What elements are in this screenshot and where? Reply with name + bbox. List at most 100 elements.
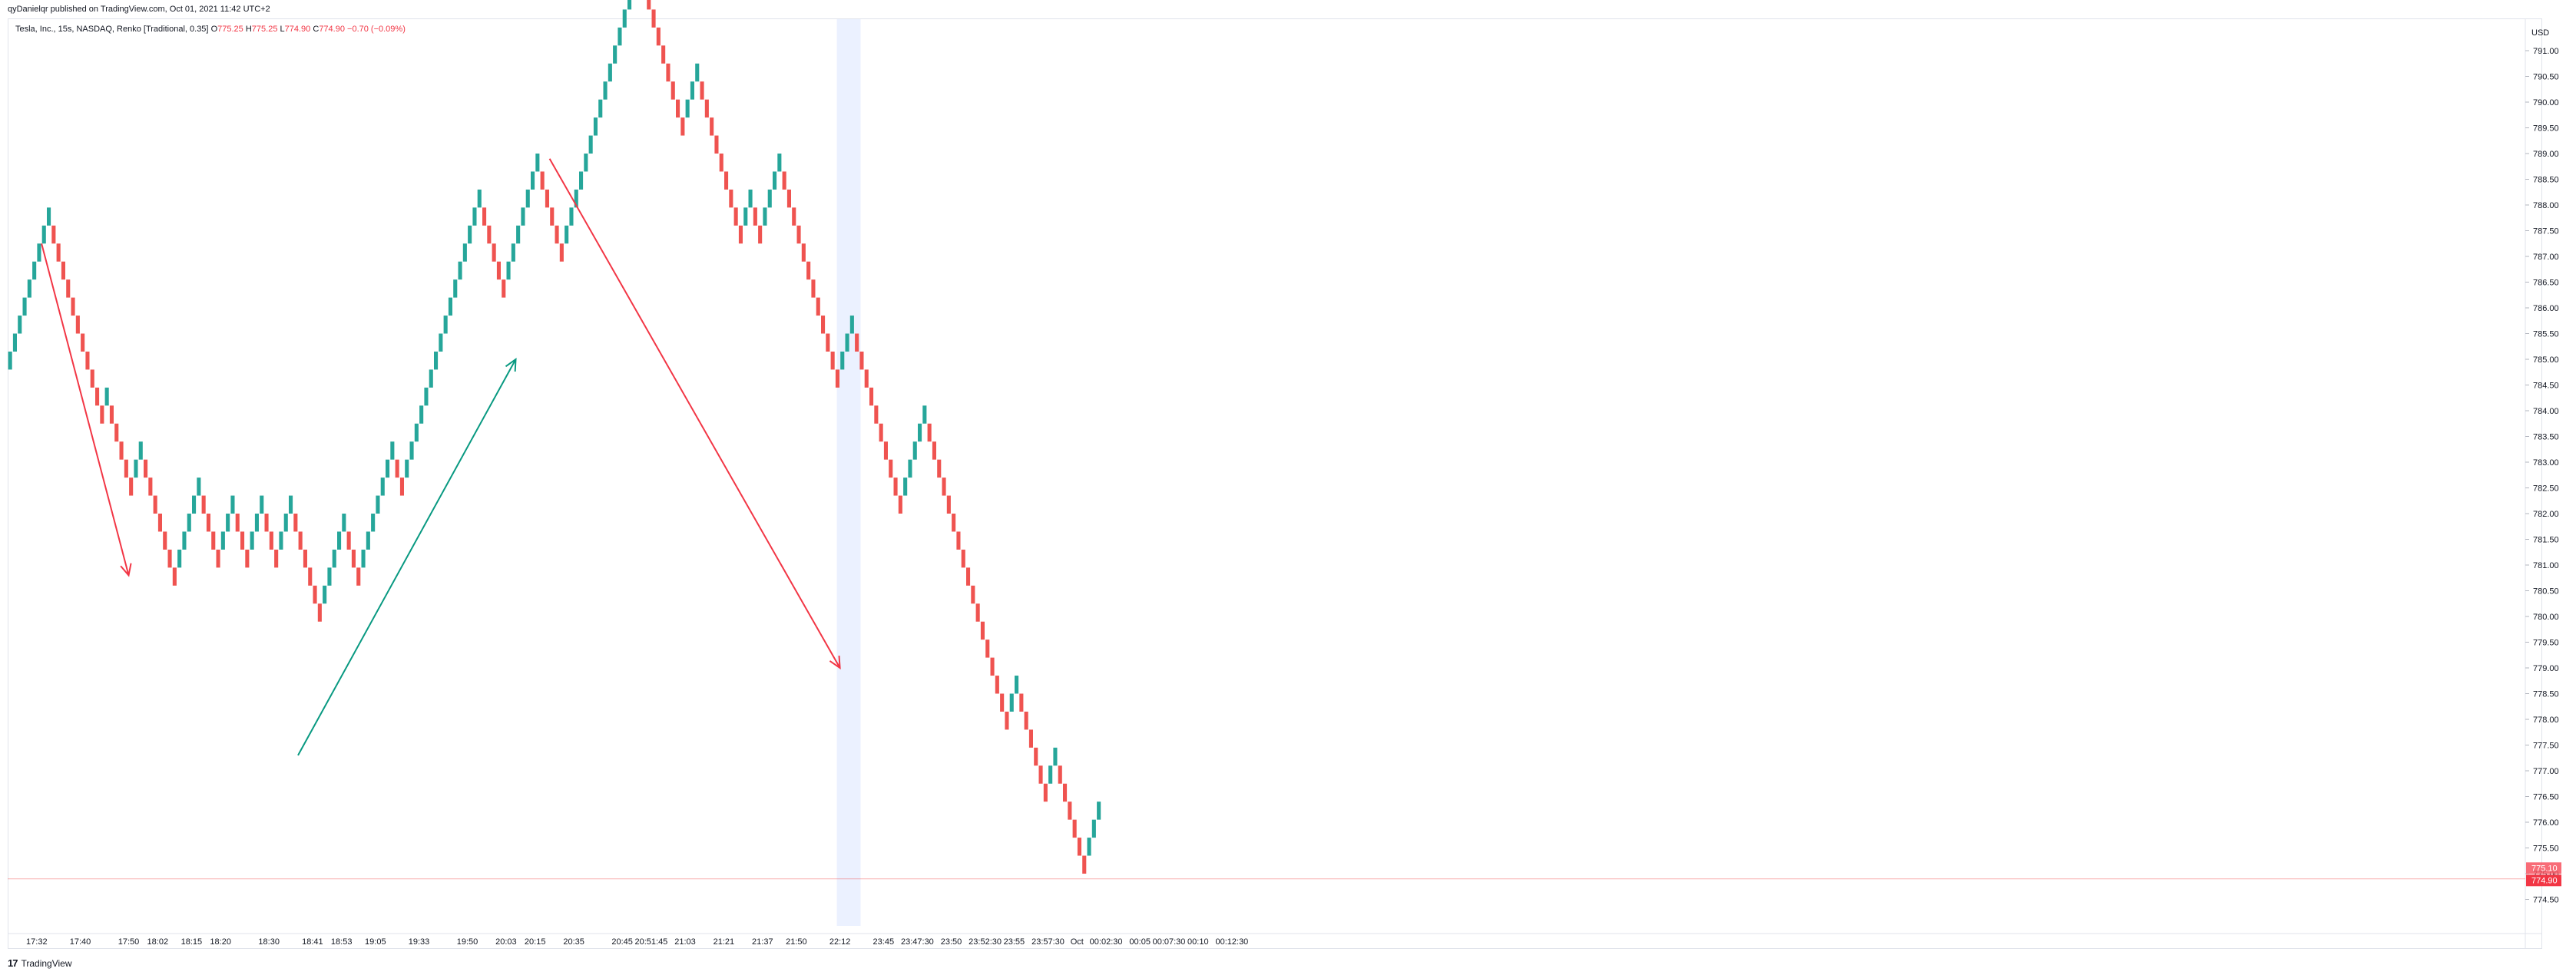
renko-brick-up bbox=[767, 189, 772, 208]
renko-brick-down bbox=[66, 279, 71, 298]
tradingview-logo[interactable]: 17 TradingView bbox=[8, 957, 72, 969]
renko-brick-down bbox=[1034, 747, 1038, 766]
y-tick-label: 784.00 bbox=[2533, 407, 2559, 416]
renko-brick-up bbox=[414, 423, 419, 442]
renko-brick-up bbox=[134, 459, 138, 478]
ohlc-legend: Tesla, Inc., 15s, NASDAQ, Renko [Traditi… bbox=[15, 25, 406, 34]
renko-brick-up bbox=[230, 495, 235, 514]
renko-brick-up bbox=[443, 316, 448, 334]
renko-brick-up bbox=[192, 495, 197, 514]
renko-brick-down bbox=[806, 261, 811, 280]
renko-brick-down bbox=[346, 531, 351, 550]
renko-brick-down bbox=[656, 27, 661, 46]
y-tick-label: 776.00 bbox=[2533, 818, 2559, 828]
renko-brick-up bbox=[618, 27, 622, 46]
renko-brick-up bbox=[197, 478, 201, 496]
renko-brick-down bbox=[1043, 783, 1048, 802]
renko-brick-up bbox=[763, 207, 767, 226]
renko-brick-down bbox=[724, 171, 729, 190]
renko-brick-down bbox=[733, 207, 738, 226]
renko-brick-up bbox=[613, 45, 618, 64]
open-value: 775.25 bbox=[217, 25, 243, 34]
close-label: C bbox=[313, 25, 320, 34]
renko-brick-down bbox=[719, 154, 723, 172]
renko-brick-up bbox=[1053, 747, 1058, 766]
renko-brick-down bbox=[855, 333, 859, 352]
renko-brick-down bbox=[153, 495, 157, 514]
renko-brick-down bbox=[1024, 711, 1028, 730]
y-tick-label: 786.50 bbox=[2533, 279, 2559, 288]
renko-brick-up bbox=[429, 369, 433, 388]
x-tick-label: 23:55 bbox=[1004, 937, 1025, 947]
renko-brick-down bbox=[317, 603, 322, 622]
renko-brick-down bbox=[966, 567, 971, 586]
renko-brick-down bbox=[971, 585, 975, 604]
x-tick-label: 20:45 bbox=[611, 937, 633, 947]
renko-brick-up bbox=[579, 171, 584, 190]
y-tick-label: 778.50 bbox=[2533, 690, 2559, 699]
renko-brick-up bbox=[903, 478, 908, 496]
renko-brick-down bbox=[883, 441, 888, 460]
x-tick-label: 20:03 bbox=[495, 937, 517, 947]
renko-brick-up bbox=[743, 207, 748, 226]
x-tick-label: 23:45 bbox=[873, 937, 895, 947]
low-value: 774.90 bbox=[284, 25, 311, 34]
renko-brick-down bbox=[308, 567, 313, 586]
y-tick-label: 790.00 bbox=[2533, 98, 2559, 107]
trendline-3 bbox=[297, 359, 517, 756]
renko-brick-down bbox=[859, 351, 864, 370]
y-tick-label: 774.50 bbox=[2533, 896, 2559, 905]
renko-brick-down bbox=[540, 171, 545, 190]
price-axis[interactable]: USD 791.00 790.50 790.00 789.50 789.00 788.50 7… bbox=[8, 19, 2559, 949]
low-label: L bbox=[280, 25, 285, 34]
renko-brick-down bbox=[942, 478, 946, 496]
renko-brick-down bbox=[995, 676, 999, 694]
tradingview-logo-icon: 17 bbox=[8, 957, 18, 969]
renko-brick-up bbox=[27, 279, 31, 298]
renko-brick-down bbox=[124, 459, 128, 478]
y-tick-label: 780.00 bbox=[2533, 613, 2559, 622]
renko-brick-up bbox=[18, 316, 22, 334]
chart-frame bbox=[8, 18, 2542, 949]
y-tick-label: 785.50 bbox=[2533, 330, 2559, 339]
renko-brick-down bbox=[75, 316, 80, 334]
x-tick-label: 21:03 bbox=[674, 937, 696, 947]
open-label: O bbox=[210, 25, 218, 34]
renko-brick-down bbox=[821, 316, 826, 334]
renko-brick-down bbox=[893, 478, 898, 496]
renko-brick-up bbox=[22, 297, 27, 316]
renko-brick-up bbox=[695, 63, 700, 82]
y-tick-label: 780.50 bbox=[2533, 587, 2559, 597]
renko-brick-down bbox=[496, 261, 501, 280]
renko-brick-down bbox=[85, 351, 90, 370]
y-tick-label: 789.00 bbox=[2533, 150, 2559, 159]
x-tick-label: 23:50 bbox=[941, 937, 962, 947]
renko-brick-up bbox=[32, 261, 37, 280]
renko-brick-up bbox=[516, 225, 521, 244]
renko-brick-up bbox=[250, 531, 254, 550]
renko-brick-up bbox=[593, 117, 598, 136]
renko-brick-up bbox=[511, 243, 515, 262]
renko-brick-down bbox=[927, 423, 932, 442]
renko-brick-down bbox=[1077, 838, 1081, 856]
renko-brick-down bbox=[1063, 783, 1068, 802]
trendlines-layer[interactable] bbox=[41, 158, 841, 756]
renko-brick-down bbox=[1072, 819, 1077, 838]
renko-brick-down bbox=[710, 117, 714, 136]
renko-brick-up bbox=[922, 405, 927, 424]
renko-brick-up bbox=[588, 135, 593, 154]
x-tick-label: Oct bbox=[1071, 937, 1084, 947]
renko-brick-up bbox=[840, 351, 845, 370]
renko-brick-up bbox=[289, 495, 293, 514]
renko-brick-up bbox=[627, 0, 632, 10]
renko-brick-down bbox=[303, 549, 307, 568]
renko-brick-down bbox=[801, 243, 806, 262]
renko-brick-down bbox=[816, 297, 820, 316]
renko-brick-up bbox=[419, 405, 424, 424]
time-axis[interactable]: 17:32 17:40 17:50 18:02 18:15 18:20 18:30 18:41… bbox=[26, 937, 1248, 947]
renko-brick-up bbox=[260, 495, 264, 514]
renko-brick-down bbox=[1028, 729, 1033, 748]
renko-brick-up bbox=[690, 81, 694, 100]
renko-brick-up bbox=[622, 9, 627, 28]
